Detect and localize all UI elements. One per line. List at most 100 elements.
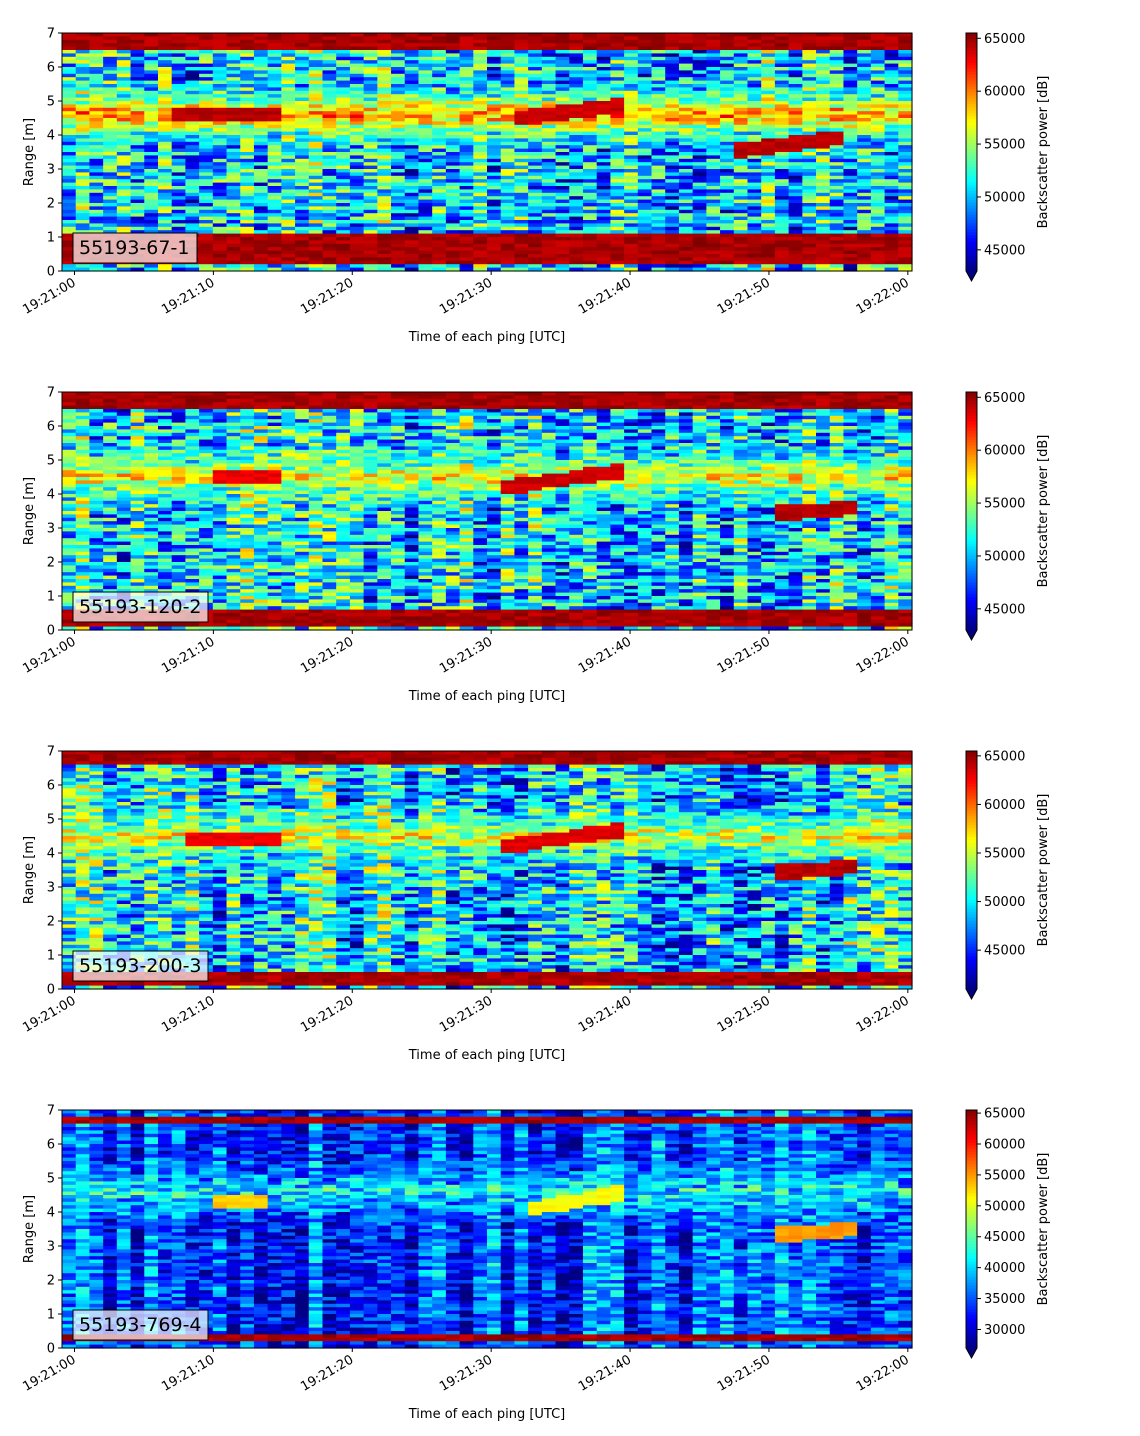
heatmap-cell [199, 162, 214, 167]
heatmap-cell [185, 179, 200, 184]
heatmap-cell [678, 172, 694, 177]
heatmap-cell [582, 216, 598, 221]
heatmap-cell [199, 264, 214, 269]
heatmap-cell [157, 104, 173, 109]
heatmap-cell [706, 158, 721, 163]
heatmap-cell [541, 402, 557, 407]
heatmap-cell [665, 260, 680, 265]
heatmap-cell [761, 97, 776, 102]
heatmap-cell [747, 56, 762, 61]
heatmap-cell [103, 172, 118, 177]
heatmap-cell [116, 196, 132, 201]
heatmap-cell [733, 260, 749, 265]
heatmap-cell [267, 405, 282, 410]
heatmap-cell [569, 223, 584, 228]
heatmap-cell [898, 226, 913, 231]
heatmap-cell [500, 398, 516, 403]
heatmap-cell [774, 141, 790, 146]
heatmap-cell [295, 175, 310, 180]
heatmap-cell [473, 257, 488, 262]
heatmap-cell [281, 395, 296, 400]
heatmap-cell [103, 124, 118, 129]
heatmap-cell [432, 43, 447, 48]
heatmap-cell [75, 158, 91, 163]
heatmap-cell [816, 60, 831, 65]
heatmap-cell [678, 220, 694, 224]
heatmap-cell [157, 158, 173, 163]
heatmap-cell [199, 247, 214, 252]
colorbar-segment [966, 226, 977, 230]
heatmap-cell [459, 60, 474, 65]
heatmap-cell [788, 145, 803, 150]
heatmap-cell [582, 80, 598, 85]
heatmap-cell [308, 240, 324, 245]
heatmap-cell [267, 233, 282, 238]
heatmap-cell [816, 199, 831, 204]
heatmap-cell [596, 264, 611, 269]
heatmap-cell [720, 264, 735, 269]
heatmap-cell [788, 162, 803, 167]
heatmap-cell [678, 175, 694, 180]
heatmap-cell [418, 56, 433, 61]
heatmap-cell [432, 33, 447, 37]
heatmap-cell [610, 398, 625, 403]
heatmap-cell [637, 233, 653, 238]
heatmap-cell [404, 260, 420, 265]
heatmap-cell [898, 141, 913, 146]
heatmap-cell [130, 135, 145, 139]
colorbar-segment [966, 202, 977, 207]
heatmap-cell [404, 192, 420, 197]
heatmap-cell [774, 152, 790, 156]
heatmap-cell [459, 172, 474, 177]
heatmap-cell [89, 111, 104, 116]
heatmap-cell [665, 209, 680, 214]
heatmap-cell [884, 267, 899, 272]
heatmap-cell [349, 230, 365, 235]
heatmap-cell [720, 189, 735, 194]
heatmap-cell [377, 165, 392, 170]
heatmap-cell [802, 46, 817, 51]
heatmap-cell [240, 209, 255, 214]
heatmap-cell [692, 182, 707, 187]
heatmap-cell [116, 169, 132, 173]
heatmap-cell [404, 135, 420, 139]
heatmap-cell [720, 70, 735, 75]
heatmap-cell [363, 409, 378, 413]
heatmap-cell [295, 46, 310, 51]
heatmap-cell [253, 46, 269, 51]
heatmap-cell [144, 419, 159, 424]
heatmap-cell [185, 43, 200, 48]
heatmap-cell [432, 165, 447, 170]
heatmap-cell [445, 250, 461, 255]
heatmap-cell [816, 405, 831, 410]
heatmap-cell [514, 189, 529, 194]
heatmap-cell [377, 94, 392, 99]
heatmap-cell [391, 141, 406, 146]
heatmap-cell [432, 60, 447, 65]
colorbar-segment [966, 101, 977, 105]
heatmap-cell [829, 189, 845, 194]
heatmap-cell [829, 192, 845, 197]
heatmap-cell [116, 230, 132, 235]
heatmap-cell [377, 196, 392, 201]
heatmap-cell [843, 131, 858, 136]
heatmap-cell [884, 94, 899, 99]
heatmap-cell [582, 33, 598, 37]
heatmap-cell [349, 114, 365, 119]
heatmap-cell [569, 77, 584, 82]
heatmap-cell [541, 141, 557, 146]
heatmap-cell [596, 179, 611, 184]
heatmap-cell [624, 247, 639, 252]
heatmap-cell [322, 240, 337, 245]
heatmap-cell [747, 402, 762, 407]
heatmap-cell [500, 196, 516, 201]
heatmap-cell [706, 213, 721, 218]
heatmap-cell [733, 70, 749, 75]
heatmap-cell [596, 415, 611, 420]
heatmap-cell [651, 131, 666, 136]
heatmap-cell [651, 186, 666, 190]
heatmap-cell [637, 155, 653, 160]
heatmap-cell [857, 186, 872, 190]
heatmap-cell [363, 111, 378, 116]
heatmap-cell [171, 114, 186, 119]
